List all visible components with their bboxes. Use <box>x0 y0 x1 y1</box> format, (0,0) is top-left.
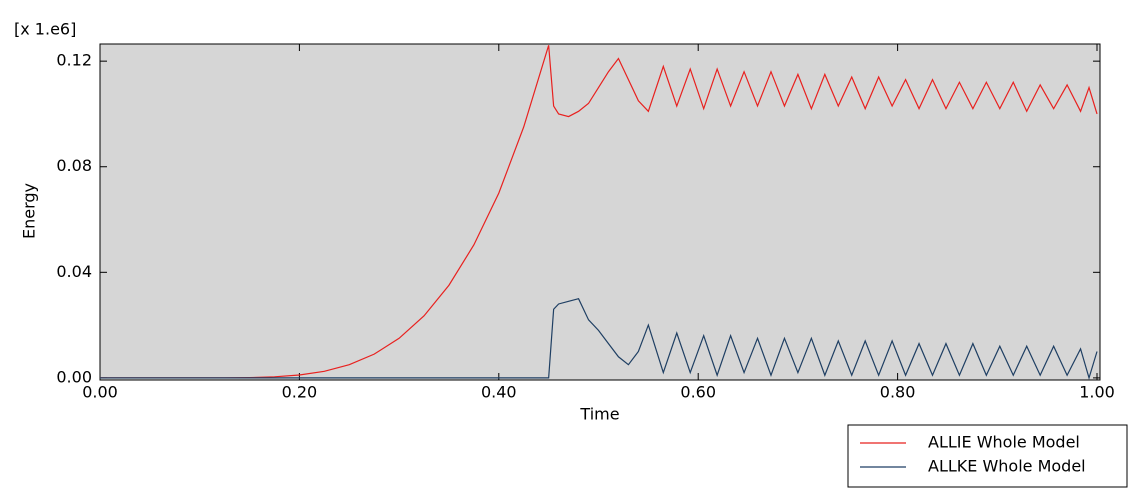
x-axis-label: Time <box>579 405 619 424</box>
y-tick-label: 0.00 <box>56 367 92 386</box>
legend-label: ALLIE Whole Model <box>928 433 1080 452</box>
y-tick-label: 0.12 <box>56 51 92 70</box>
y-tick-label: 0.04 <box>56 262 92 281</box>
y-tick-label: 0.08 <box>56 156 92 175</box>
x-tick-label: 0.20 <box>282 383 318 402</box>
x-tick-label: 0.80 <box>880 383 916 402</box>
scale-label: [x 1.e6] <box>14 20 76 39</box>
y-axis-label: Energy <box>20 183 39 239</box>
x-tick-label: 0.00 <box>82 383 118 402</box>
series-line <box>100 298 1098 380</box>
legend-label: ALLKE Whole Model <box>928 457 1086 476</box>
x-tick-label: 0.40 <box>481 383 517 402</box>
legend-box <box>847 424 1128 488</box>
series-line <box>100 45 1098 379</box>
plot-area <box>99 43 1101 381</box>
x-tick-label: 1.00 <box>1079 383 1115 402</box>
x-tick-label: 0.60 <box>680 383 716 402</box>
